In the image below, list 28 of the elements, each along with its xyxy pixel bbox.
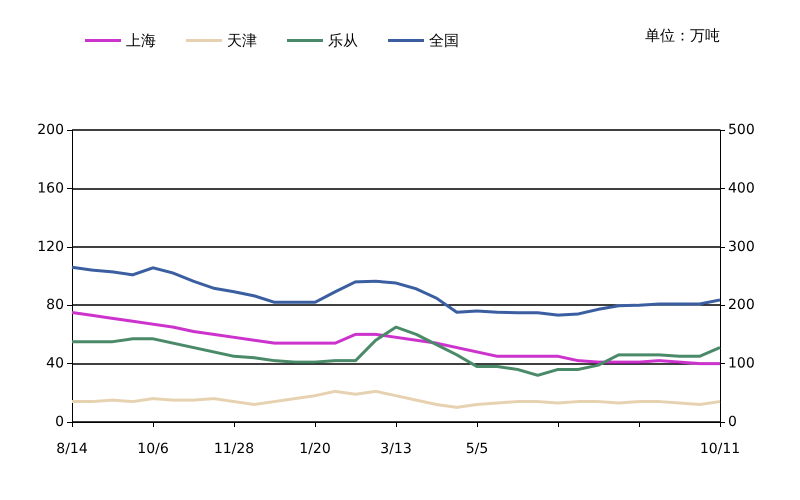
y-tick-label: 160 xyxy=(37,180,64,196)
legend-label: 上海 xyxy=(126,32,156,50)
x-tick-label: 11/28 xyxy=(214,441,254,457)
x-tick-label: 1/20 xyxy=(299,441,331,457)
x-tick-label: 10/6 xyxy=(137,441,169,457)
line-series xyxy=(70,266,722,317)
legend-label: 全国 xyxy=(429,32,459,50)
y2-tick-label: 300 xyxy=(728,238,755,255)
y-tick-label: 200 xyxy=(37,122,64,138)
legend-label: 乐从 xyxy=(328,32,358,50)
y2-tick-label: 500 xyxy=(728,122,755,138)
line-series xyxy=(70,326,722,377)
x-tick-label: 8/14 xyxy=(56,441,88,457)
x-tick-label: 10/11 xyxy=(700,441,740,457)
y2-tick-label: 0 xyxy=(728,414,737,430)
y-tick-label: 40 xyxy=(46,356,64,372)
x-tick-label: 3/13 xyxy=(380,441,412,457)
y-tick-label: 120 xyxy=(37,238,64,255)
y2-tick-label: 100 xyxy=(728,356,755,372)
y-tick-label: 80 xyxy=(46,297,64,314)
line-series xyxy=(70,390,722,409)
y2-tick-label: 400 xyxy=(728,180,755,196)
text: 单位：万吨 xyxy=(645,26,720,44)
y-tick-label: 0 xyxy=(55,414,64,430)
legend-label: 天津 xyxy=(227,32,257,50)
x-tick-label: 5/5 xyxy=(466,441,488,457)
line-series xyxy=(70,311,722,366)
y2-tick-label: 200 xyxy=(728,297,755,314)
